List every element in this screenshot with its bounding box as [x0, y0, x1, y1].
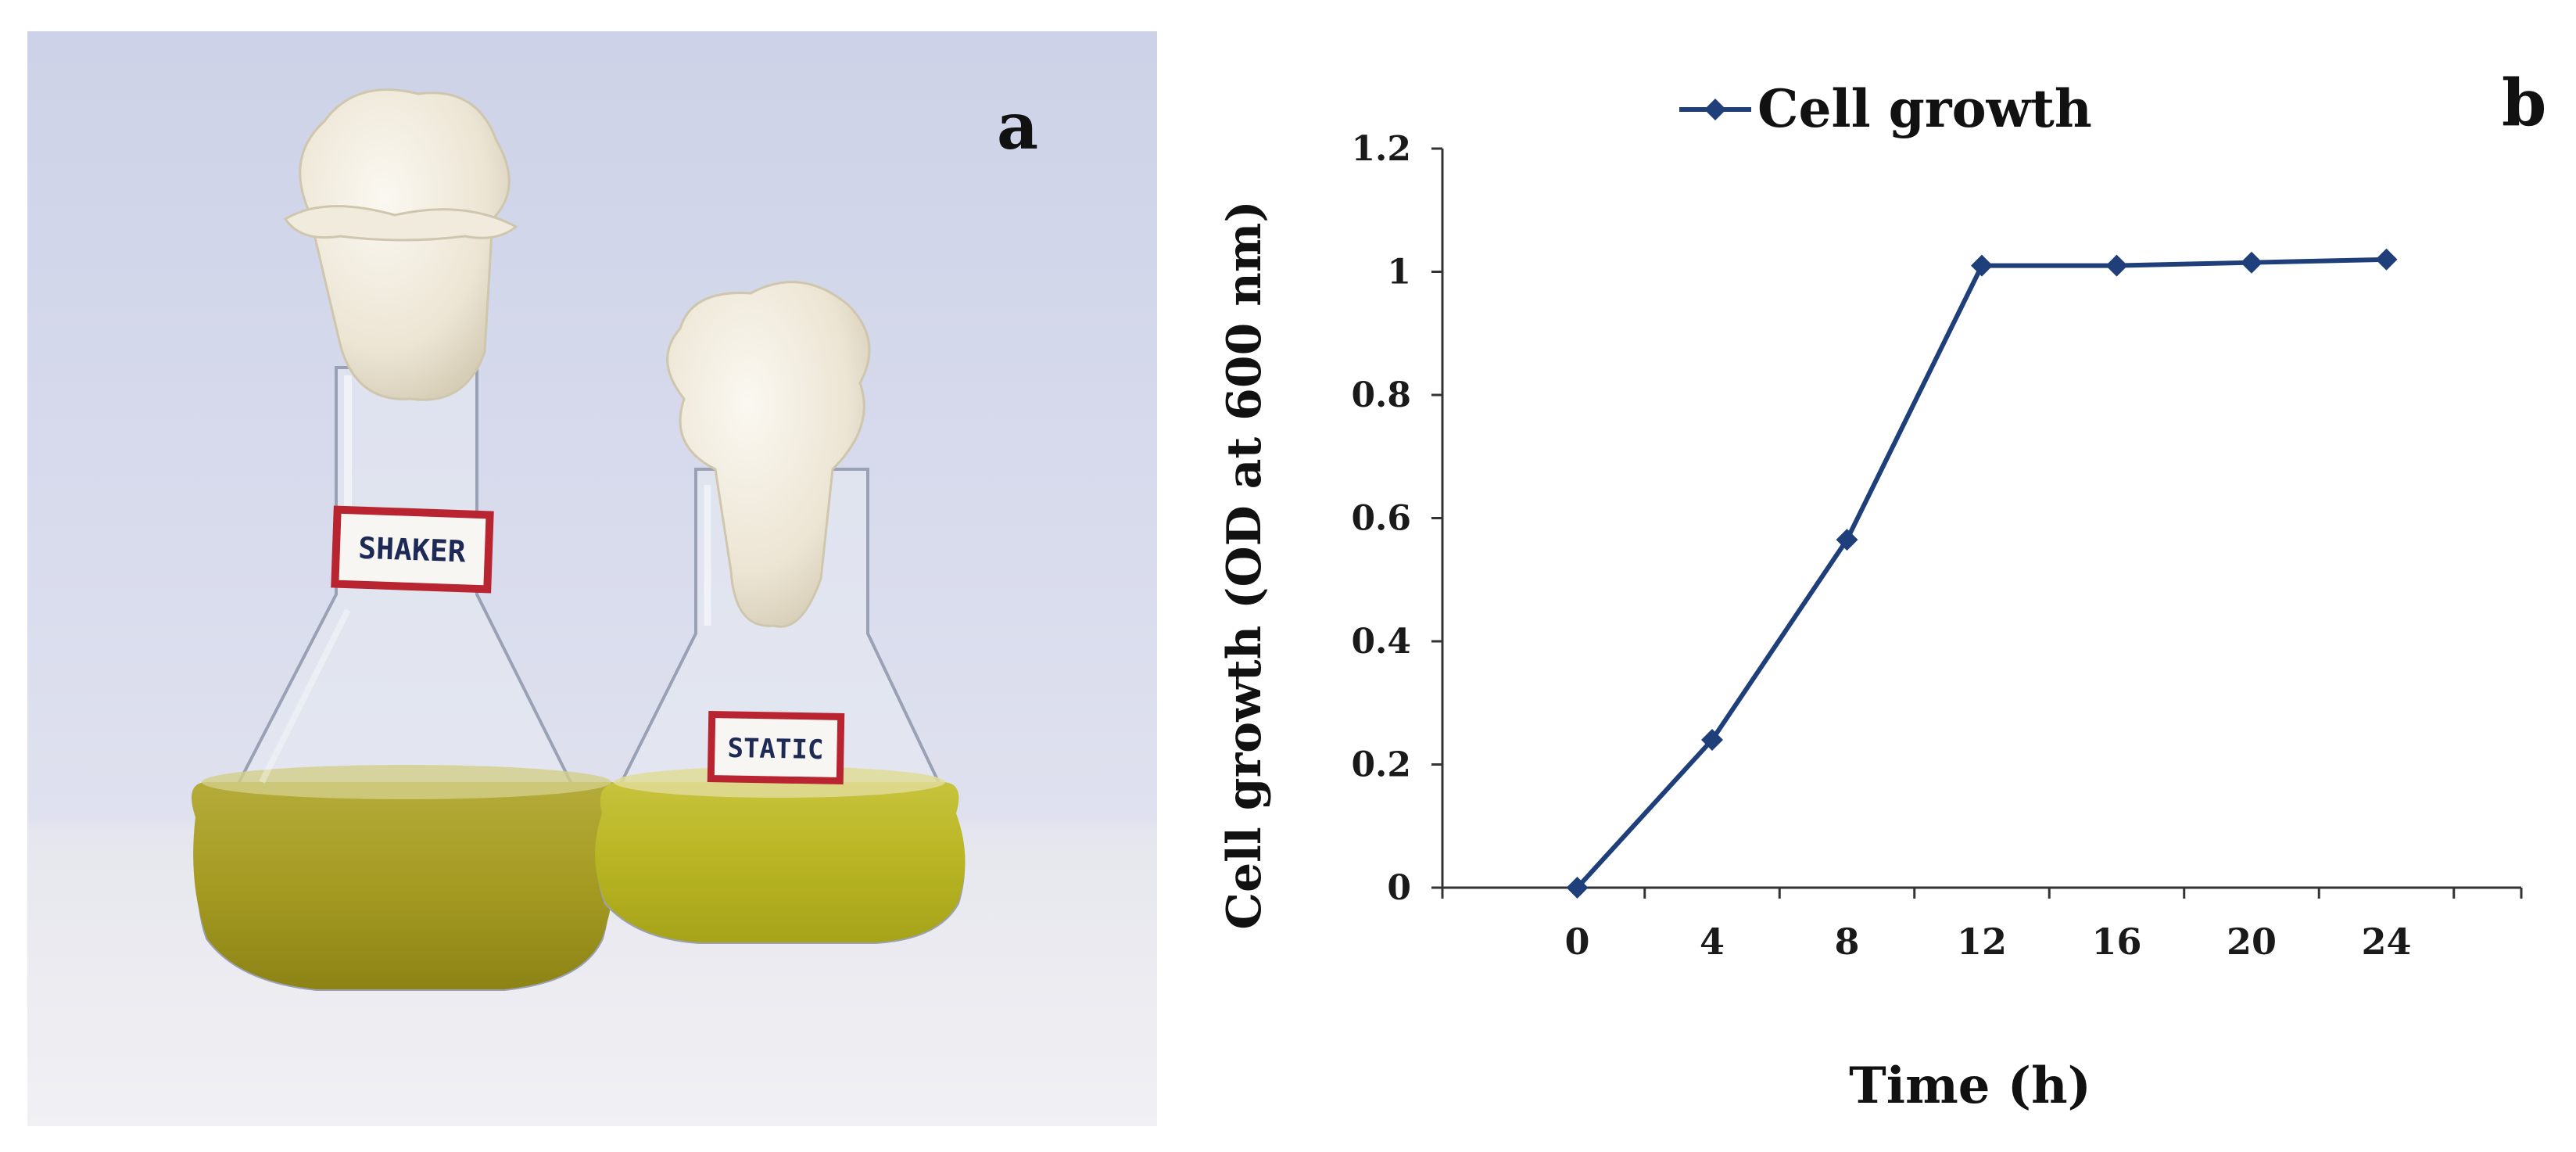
- y-tick-label: 0.8: [1351, 375, 1411, 415]
- data-point: [2375, 248, 2398, 271]
- legend-marker: [1704, 99, 1726, 120]
- series-line: [1575, 257, 2387, 890]
- x-tick-label: 16: [2091, 921, 2141, 963]
- flask-photo: SHAKER STATIC a: [27, 31, 1157, 1126]
- data-point: [2241, 251, 2263, 274]
- x-tick-labels: 0 4 8 12 16 20 24: [1564, 921, 2411, 963]
- data-point: [1971, 254, 1993, 277]
- data-point: [1836, 529, 1858, 551]
- data-point: [1701, 729, 1723, 751]
- y-tick-label: 1: [1387, 253, 1411, 292]
- x-axis-title: Time (h): [1849, 1057, 2091, 1115]
- shaker-flask: SHAKER: [192, 88, 621, 991]
- static-cotton-plug: [666, 281, 871, 628]
- y-tick-label: 0.6: [1351, 499, 1411, 539]
- static-liquid: [595, 782, 966, 942]
- static-flask: STATIC: [595, 281, 966, 944]
- panel-letter-a: a: [997, 89, 1038, 164]
- shaker-label-box: [331, 505, 494, 594]
- y-tick-label: 0.2: [1351, 745, 1411, 785]
- shaker-liquid: [192, 782, 621, 989]
- shaker-label: SHAKER: [358, 531, 467, 569]
- x-tick-label: 24: [2361, 921, 2411, 963]
- x-tick-label: 8: [1834, 921, 1859, 963]
- y-tick-label: 1.2: [1351, 129, 1411, 169]
- y-tick-labels: 0 0.2 0.4 0.6 0.8 1 1.2: [1351, 129, 1411, 908]
- series-cell-growth: [1566, 248, 2398, 899]
- data-point: [2105, 254, 2128, 277]
- static-label-box: [707, 710, 845, 785]
- y-axis-title: Cell growth (OD at 600 nm): [1217, 200, 1272, 930]
- growth-chart: Cell growth 0 0.2 0.4 0.6 0.8 1 1.2 0 4 8 12 16 20 2…: [1217, 66, 2546, 1115]
- chart-legend: Cell growth: [1679, 78, 2092, 139]
- panel-letter-b: b: [2502, 66, 2546, 141]
- x-tick-label: 20: [2227, 921, 2277, 963]
- x-tick-label: 4: [1700, 921, 1725, 963]
- y-tick-label: 0.4: [1351, 622, 1411, 662]
- data-point: [1566, 877, 1589, 899]
- chart-axes: [1431, 147, 2523, 899]
- legend-label: Cell growth: [1757, 78, 2092, 139]
- shaker-cotton-plug: [299, 88, 511, 401]
- y-tick-label: 0: [1387, 868, 1411, 908]
- photo-panel: SHAKER STATIC a: [27, 31, 1157, 1126]
- chart-panel: Cell growth 0 0.2 0.4 0.6 0.8 1 1.2 0 4 8 12 16 20 2…: [1173, 0, 2576, 1152]
- photo-background: [27, 31, 1157, 1126]
- static-label: STATIC: [727, 733, 824, 766]
- x-tick-label: 0: [1564, 921, 1589, 963]
- x-tick-label: 12: [1957, 921, 2007, 963]
